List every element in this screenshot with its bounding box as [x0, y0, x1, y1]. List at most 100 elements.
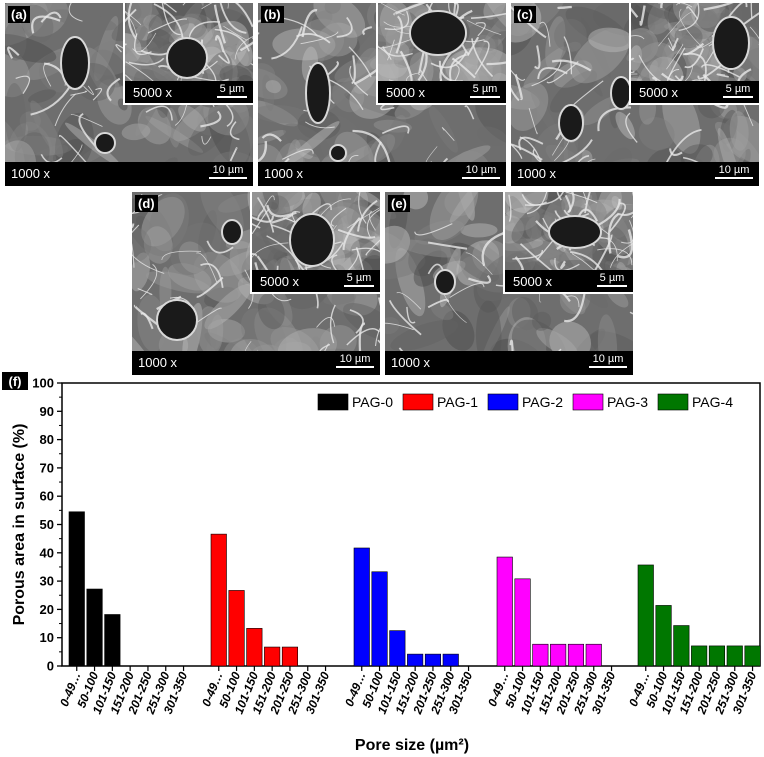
y-tick-label: 30 — [40, 574, 54, 589]
inset-scale-bar: 5 µm — [597, 272, 627, 287]
inset-scale-label: 5 µm — [725, 83, 751, 95]
inset-micrograph: 5000 x 5 µm — [123, 3, 253, 105]
inset-info-bar: 5000 x 5 µm — [378, 81, 506, 103]
y-axis-label: Porous area in surface (%) — [11, 424, 28, 626]
inset-scale-bar: 5 µm — [470, 83, 500, 98]
legend-swatch-pag-2 — [487, 393, 519, 411]
bar-pag-1-1 — [228, 590, 245, 667]
bar-pag-3-2 — [532, 643, 549, 667]
bar-pag-4-1 — [655, 605, 672, 667]
inset-magnification: 5000 x — [133, 85, 173, 100]
inset-scale-bar: 5 µm — [344, 272, 374, 287]
legend-label-pag-0: PAG-0 — [352, 394, 393, 410]
bar-pag-2-1 — [371, 571, 388, 667]
y-tick-label: 80 — [40, 432, 54, 447]
sem-panel-b: (b) 5000 x 5 µm 1000 x 10 µm — [258, 3, 506, 186]
pore-size-chart: (f) 0 10 20 30 40 50 60 70 80 90 100 Porous area in … — [0, 368, 764, 757]
bar-pag-4-5 — [726, 645, 743, 667]
main-magnification: 1000 x — [138, 355, 178, 370]
y-tick-label: 10 — [40, 630, 54, 645]
bar-pag-4-6 — [744, 645, 761, 667]
y-tick-label: 70 — [40, 460, 54, 475]
main-scale-label: 10 µm — [339, 353, 371, 365]
inset-magnification: 5000 x — [386, 85, 426, 100]
main-scale-label: 10 µm — [212, 164, 244, 176]
bar-pag-0-1 — [86, 588, 103, 667]
inset-info-bar: 5000 x 5 µm — [252, 270, 380, 292]
main-scale-bar: 10 µm — [209, 164, 247, 179]
legend-label-pag-4: PAG-4 — [692, 394, 733, 410]
bar-pag-3-5 — [585, 643, 602, 667]
legend-label-pag-3: PAG-3 — [607, 394, 648, 410]
main-magnification: 1000 x — [264, 166, 304, 181]
y-tick-label: 0 — [47, 659, 54, 674]
bar-pag-1-2 — [246, 628, 263, 667]
y-tick-label: 60 — [40, 489, 54, 504]
y-tick-label: 50 — [40, 517, 54, 532]
bar-pag-3-1 — [514, 578, 531, 667]
main-scale-label: 10 µm — [718, 164, 750, 176]
inset-micrograph: 5000 x 5 µm — [629, 3, 759, 105]
panel-label: (c) — [514, 6, 536, 23]
panel-label: (e) — [388, 195, 410, 212]
legend-swatch-pag-1 — [402, 393, 434, 411]
bar-pag-2-2 — [389, 630, 406, 667]
inset-micrograph: 5000 x 5 µm — [503, 192, 633, 294]
sem-panel-c: (c) 5000 x 5 µm 1000 x 10 µm — [511, 3, 759, 186]
panel-label: (d) — [135, 195, 158, 212]
bar-pag-2-5 — [442, 653, 459, 667]
chart-panel-label: (f) — [9, 374, 22, 389]
bar-pag-2-3 — [407, 653, 424, 667]
main-scale-bar: 10 µm — [336, 353, 374, 368]
sem-panel-e: (e) 5000 x 5 µm 1000 x 10 µm — [385, 192, 633, 375]
inset-magnification: 5000 x — [639, 85, 679, 100]
inset-magnification: 5000 x — [260, 274, 300, 289]
inset-scale-label: 5 µm — [599, 272, 625, 284]
inset-magnification: 5000 x — [513, 274, 553, 289]
inset-scale-bar: 5 µm — [217, 83, 247, 98]
inset-scale-bar: 5 µm — [723, 83, 753, 98]
main-scale-bar: 10 µm — [715, 164, 753, 179]
legend-label-pag-1: PAG-1 — [437, 394, 478, 410]
inset-info-bar: 5000 x 5 µm — [505, 270, 633, 292]
main-info-bar: 1000 x 10 µm — [258, 162, 506, 186]
bar-pag-3-0 — [496, 556, 513, 667]
main-magnification: 1000 x — [391, 355, 431, 370]
main-info-bar: 1000 x 10 µm — [511, 162, 759, 186]
bar-pag-1-3 — [264, 646, 281, 667]
inset-info-bar: 5000 x 5 µm — [125, 81, 253, 103]
bar-pag-4-2 — [673, 625, 690, 667]
bar-pag-0-2 — [104, 614, 121, 667]
main-magnification: 1000 x — [11, 166, 51, 181]
bar-pag-3-3 — [550, 643, 567, 667]
legend-swatch-pag-4 — [657, 393, 689, 411]
y-tick-label: 40 — [40, 545, 54, 560]
legend-swatch-pag-0 — [317, 393, 349, 411]
legend-swatch-pag-3 — [572, 393, 604, 411]
sem-panel-d: (d) 5000 x 5 µm 1000 x 10 µm — [132, 192, 380, 375]
plot-frame — [61, 382, 761, 667]
legend-label-pag-2: PAG-2 — [522, 394, 563, 410]
bar-pag-2-0 — [353, 547, 370, 667]
main-scale-bar: 10 µm — [589, 353, 627, 368]
bar-pag-4-4 — [708, 645, 726, 667]
inset-scale-label: 5 µm — [219, 83, 245, 95]
chart-panel-tag-bg — [2, 372, 28, 390]
main-scale-label: 10 µm — [592, 353, 624, 365]
main-magnification: 1000 x — [517, 166, 557, 181]
inset-info-bar: 5000 x 5 µm — [631, 81, 759, 103]
bar-pag-1-4 — [281, 646, 299, 667]
y-tick-label: 100 — [32, 376, 54, 391]
panel-label: (b) — [261, 6, 284, 23]
main-scale-bar: 10 µm — [462, 164, 500, 179]
bar-pag-3-4 — [567, 643, 585, 667]
y-tick-label: 90 — [40, 404, 54, 419]
inset-micrograph: 5000 x 5 µm — [250, 192, 380, 294]
inset-scale-label: 5 µm — [472, 83, 498, 95]
x-axis-label: Pore size (µm²) — [355, 737, 469, 754]
y-tick-label: 20 — [40, 602, 54, 617]
main-info-bar: 1000 x 10 µm — [132, 351, 380, 375]
sem-panel-a: (a) 5000 x 5 µm 1000 x 10 µm — [5, 3, 253, 186]
inset-micrograph: 5000 x 5 µm — [376, 3, 506, 105]
bar-pag-4-3 — [691, 645, 708, 667]
